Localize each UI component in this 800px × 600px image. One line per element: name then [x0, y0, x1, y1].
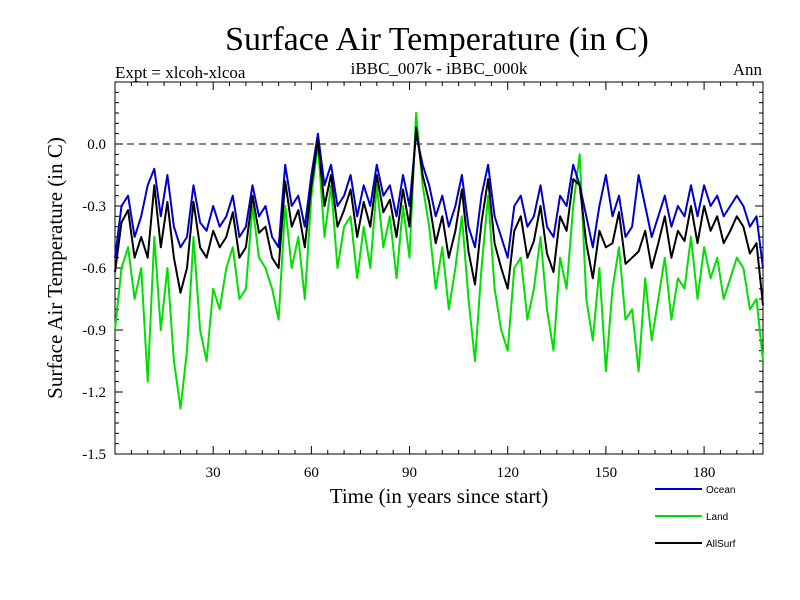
- legend-label-ocean: Ocean: [706, 485, 735, 496]
- x-tick-label: 120: [496, 465, 519, 481]
- x-tick-label: 60: [304, 465, 319, 481]
- series-line-ocean: [114, 132, 764, 269]
- series-line-land: [114, 112, 764, 410]
- x-tick-label: 90: [402, 465, 417, 481]
- x-axis-label: Time (in years since start): [330, 484, 549, 508]
- y-axis-label: Surface Air Temperature (in C): [43, 137, 67, 399]
- x-tick-label: 30: [206, 465, 221, 481]
- y-tick-label: -1.5: [82, 447, 106, 463]
- y-tick-label: -0.3: [82, 199, 106, 215]
- series-layer: [114, 112, 764, 410]
- series-line-allsurf: [114, 126, 764, 306]
- legend-label-allsurf: AllSurf: [706, 539, 736, 550]
- legend: Ocean Land AllSurf: [655, 485, 736, 550]
- chart-title: Surface Air Temperature (in C): [225, 21, 649, 58]
- x-tick-label: 150: [595, 465, 618, 481]
- legend-label-land: Land: [706, 512, 728, 523]
- subtitle-right: Ann: [733, 60, 763, 79]
- y-tick-label: 0.0: [87, 137, 106, 153]
- y-tick-label: -1.2: [82, 385, 106, 401]
- subtitle-left: Expt = xlcoh-xlcoa: [115, 63, 246, 82]
- subtitle-center: iBBC_007k - iBBC_000k: [351, 59, 528, 78]
- y-tick-label: -0.6: [82, 261, 106, 277]
- y-tick-label: -0.9: [82, 323, 106, 339]
- x-tick-label: 180: [693, 465, 716, 481]
- ticks-layer: 30 60 90 120 150 180 0.0 -0.3 -0.6 -0.9 -1.2 -1.5: [82, 82, 763, 481]
